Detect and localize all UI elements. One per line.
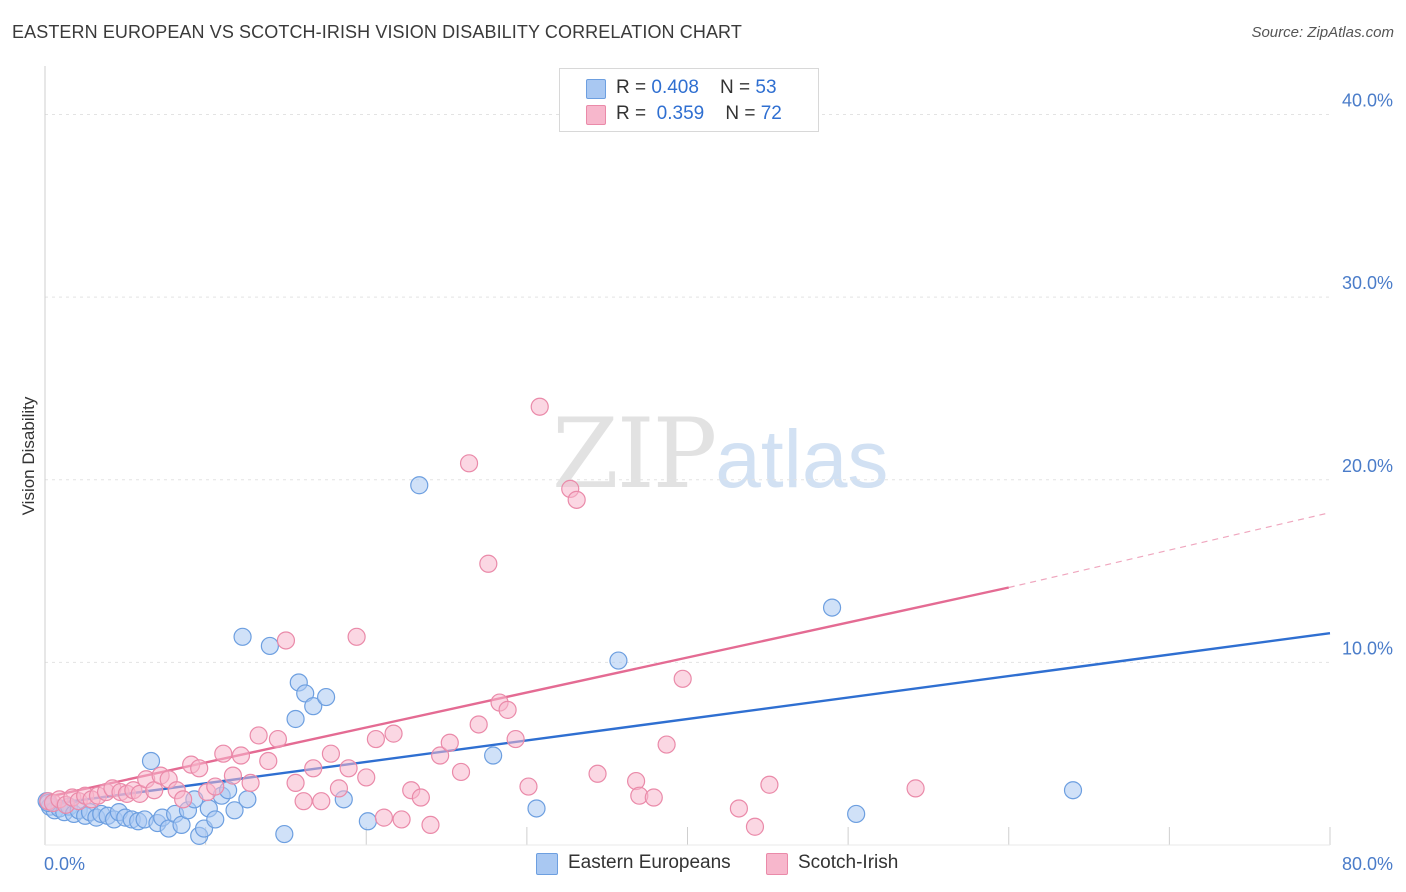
point-scotch-irish — [644, 788, 663, 807]
chart-title: EASTERN EUROPEAN VS SCOTCH-IRISH VISION … — [12, 22, 742, 42]
point-eastern-european — [304, 697, 323, 716]
point-scotch-irish — [347, 627, 366, 646]
legend-n-label: N = — [725, 103, 761, 124]
point-scotch-irish — [411, 788, 430, 807]
point-scotch-irish — [745, 817, 765, 836]
point-scotch-irish — [223, 766, 243, 785]
point-scotch-irish — [729, 799, 749, 818]
point-eastern-european — [206, 810, 225, 829]
point-eastern-european — [358, 812, 377, 831]
point-scotch-irish — [241, 773, 260, 793]
point-scotch-irish — [206, 777, 225, 796]
point-scotch-irish — [294, 792, 313, 811]
source-label: Source: ZipAtlas.com — [1251, 24, 1394, 41]
bottom-legend-label: Eastern Europeans — [568, 852, 731, 873]
grid-lines — [45, 114, 1330, 663]
point-eastern-european — [847, 804, 866, 824]
point-scotch-irish — [174, 790, 193, 809]
point-scotch-irish — [286, 773, 305, 793]
point-scotch-irish — [312, 792, 331, 811]
legend-n-value: 53 — [755, 77, 777, 98]
point-eastern-european — [484, 746, 503, 765]
legend-r-label: R = — [616, 77, 652, 98]
legend-r-value: 0.408 — [651, 77, 699, 98]
y-axis-title: Vision Disability — [19, 396, 38, 515]
point-eastern-european — [233, 627, 252, 646]
point-eastern-european — [822, 598, 842, 617]
trend-line-eastern-europeans — [44, 631, 1331, 807]
point-scotch-irish — [304, 759, 323, 778]
point-scotch-irish — [519, 777, 538, 796]
point-scotch-irish — [479, 554, 498, 573]
data-points — [37, 397, 1083, 845]
point-scotch-irish — [374, 808, 394, 827]
x-tick-label: 80.0% — [1342, 854, 1393, 874]
point-eastern-european — [141, 751, 161, 771]
point-scotch-irish — [268, 729, 288, 749]
y-tick-label: 40.0% — [1342, 91, 1393, 111]
legend-n-value: 72 — [760, 103, 782, 124]
point-scotch-irish — [760, 775, 779, 794]
point-scotch-irish — [190, 759, 209, 778]
axes — [44, 66, 1331, 846]
point-scotch-irish — [339, 759, 358, 778]
point-eastern-european — [410, 476, 429, 495]
point-eastern-european — [286, 709, 305, 729]
point-eastern-european — [275, 824, 294, 844]
legend-swatch-pink — [586, 105, 606, 125]
point-scotch-irish — [440, 733, 459, 752]
point-scotch-irish — [259, 751, 278, 771]
y-tick-label: 10.0% — [1342, 638, 1393, 658]
point-eastern-european — [296, 684, 315, 703]
point-scotch-irish — [357, 768, 376, 787]
legend-n-label: N = — [720, 77, 756, 98]
point-scotch-irish — [214, 744, 233, 763]
point-scotch-irish — [459, 454, 479, 473]
point-scotch-irish — [657, 735, 676, 754]
point-scotch-irish — [384, 724, 403, 743]
legend-swatch-blue — [586, 79, 606, 99]
point-eastern-european — [225, 801, 244, 820]
point-scotch-irish — [392, 810, 411, 829]
point-eastern-european — [238, 790, 257, 809]
point-scotch-irish — [329, 779, 349, 798]
point-scotch-irish — [421, 815, 440, 835]
point-scotch-irish — [431, 746, 450, 765]
axis-labels: 10.0% 20.0% 30.0% 40.0% 0.0% 80.0% Vision Disa… — [19, 91, 1393, 874]
point-scotch-irish — [567, 490, 586, 509]
point-scotch-irish — [530, 397, 549, 416]
point-scotch-irish — [673, 669, 692, 688]
point-scotch-irish — [366, 729, 385, 749]
stats-legend: R = 0.408 N = 53 R = 0.359 N = 72 — [559, 68, 819, 132]
x-tick-label: 0.0% — [44, 854, 85, 874]
point-scotch-irish — [906, 779, 925, 798]
point-scotch-irish — [469, 715, 488, 734]
point-eastern-european — [527, 799, 546, 818]
trend-line-extension-scotch-irish — [1008, 512, 1331, 589]
point-eastern-european — [609, 651, 628, 670]
point-scotch-irish — [506, 729, 525, 749]
point-eastern-european — [316, 687, 336, 707]
point-scotch-irish — [276, 631, 296, 650]
point-scotch-irish — [249, 726, 268, 745]
bottom-legend-swatch-blue — [536, 853, 558, 875]
bottom-legend-label: Scotch-Irish — [798, 852, 899, 873]
point-eastern-european — [1063, 781, 1083, 800]
y-tick-label: 20.0% — [1342, 456, 1393, 476]
bottom-legend-swatch-pink — [766, 853, 788, 875]
legend-r-label: R = — [616, 103, 652, 124]
point-scotch-irish — [498, 700, 517, 719]
watermark-atlas: atlas — [715, 414, 889, 505]
legend-r-value: 0.359 — [656, 103, 705, 124]
point-scotch-irish — [231, 746, 251, 765]
point-scotch-irish — [451, 762, 471, 782]
point-eastern-european — [260, 636, 279, 656]
point-scotch-irish — [321, 744, 341, 763]
y-tick-label: 30.0% — [1342, 273, 1393, 293]
point-scotch-irish — [588, 764, 607, 783]
